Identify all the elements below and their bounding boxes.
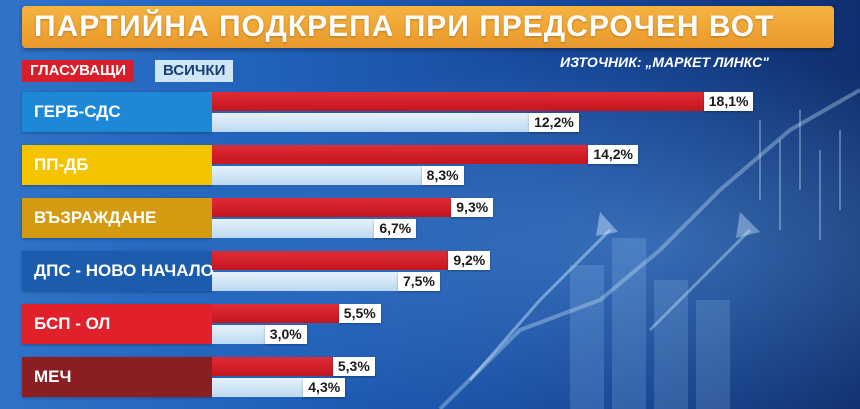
bar-voters xyxy=(212,304,375,323)
bar-all xyxy=(212,166,458,185)
title-bar: ПАРТИЙНА ПОДКРЕПА ПРИ ПРЕДСРОЧЕН ВОТ xyxy=(22,6,834,48)
value-label-voters: 9,3% xyxy=(451,198,494,217)
party-label: ПП-ДБ xyxy=(22,145,212,185)
bar-all xyxy=(212,113,574,132)
party-label: ДПС - НОВО НАЧАЛО xyxy=(22,251,214,291)
value-label-all: 3,0% xyxy=(264,325,307,344)
bar-voters xyxy=(212,251,485,270)
bar-voters xyxy=(212,357,369,376)
legend-all: ВСИЧКИ xyxy=(155,60,234,82)
party-label: МЕЧ xyxy=(22,357,212,397)
source-note: ИЗТОЧНИК: „МАРКЕТ ЛИНКС" xyxy=(560,54,769,70)
party-label: БСП - ОЛ xyxy=(22,304,212,344)
bar-voters xyxy=(212,145,633,164)
value-label-voters: 5,5% xyxy=(338,304,381,323)
bar-voters xyxy=(212,198,488,217)
value-label-voters: 5,3% xyxy=(332,357,375,376)
party-label: ГЕРБ-СДС xyxy=(22,92,212,132)
legend-voters: ГЛАСУВАЩИ xyxy=(22,60,135,82)
bar-all xyxy=(212,219,411,238)
value-label-all: 12,2% xyxy=(529,113,579,132)
bar-voters xyxy=(212,92,748,111)
value-label-all: 8,3% xyxy=(421,166,464,185)
value-label-voters: 9,2% xyxy=(448,251,491,270)
party-label: ВЪЗРАЖДАНЕ xyxy=(22,198,212,238)
value-label-all: 6,7% xyxy=(374,219,417,238)
bar-all xyxy=(212,272,434,291)
chart-title: ПАРТИЙНА ПОДКРЕПА ПРИ ПРЕДСРОЧЕН ВОТ xyxy=(34,10,775,43)
value-label-all: 4,3% xyxy=(303,378,346,397)
value-label-all: 7,5% xyxy=(398,272,440,291)
value-label-voters: 18,1% xyxy=(703,92,754,111)
value-label-voters: 14,2% xyxy=(588,145,639,164)
